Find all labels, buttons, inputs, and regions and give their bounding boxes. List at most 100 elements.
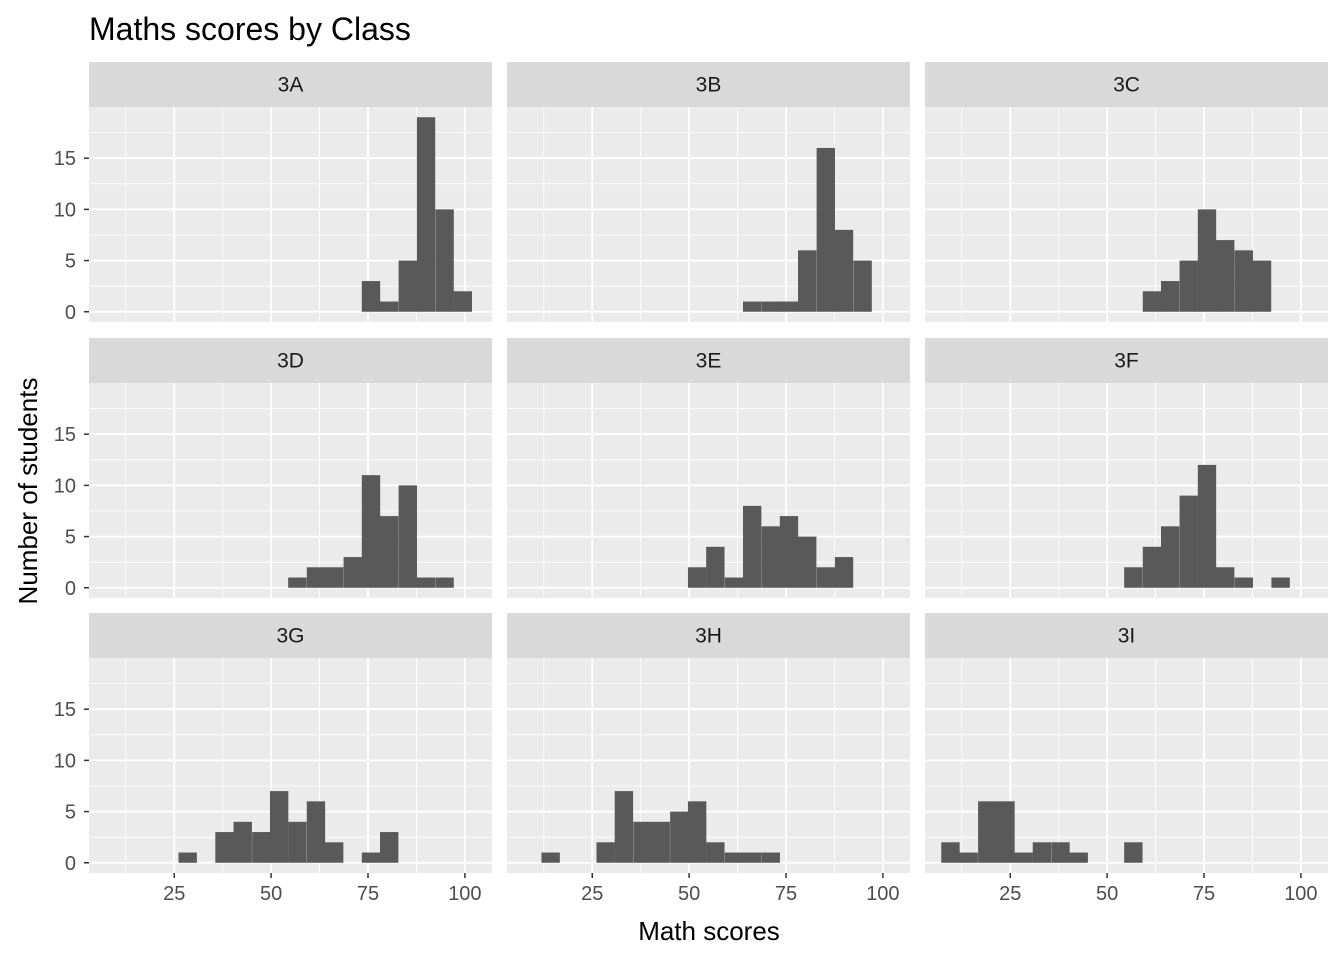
histogram-bar: [380, 516, 399, 588]
histogram-bar: [670, 811, 689, 863]
panel-background: [89, 383, 492, 598]
y-tick-label: 10: [54, 199, 76, 221]
histogram-bar: [724, 852, 744, 863]
histogram-bar: [453, 291, 473, 312]
histogram-bar: [1216, 567, 1235, 588]
x-tick-label: 25: [163, 883, 185, 905]
facet-strip-label: 3I: [1118, 625, 1136, 648]
x-tick-label: 50: [260, 883, 282, 905]
histogram-bar: [1014, 852, 1033, 863]
histogram-bar: [596, 842, 615, 863]
histogram-bar: [1142, 291, 1162, 312]
histogram-bar: [306, 567, 326, 588]
facet-panel-3c: 3C: [925, 62, 1328, 322]
histogram-bar: [1179, 495, 1198, 588]
histogram-bar: [1160, 281, 1180, 312]
y-tick-label: 0: [65, 853, 76, 875]
histogram-bar: [178, 852, 197, 863]
histogram-bar: [959, 852, 978, 863]
y-tick-label: 10: [54, 475, 76, 497]
y-tick-label: 5: [65, 527, 76, 549]
histogram-bar: [742, 505, 762, 588]
histogram-bar: [941, 842, 960, 863]
y-tick-label: 15: [54, 424, 76, 446]
histogram-bar: [324, 842, 344, 863]
x-tick-label: 75: [357, 883, 379, 905]
histogram-bar: [1179, 260, 1198, 312]
histogram-bar: [398, 485, 417, 588]
histogram-bar: [742, 301, 762, 312]
histogram-bar: [687, 801, 707, 863]
histogram-bar: [215, 832, 234, 863]
histogram-bar: [288, 577, 307, 588]
facet-panel-3f: 3F: [925, 338, 1328, 598]
histogram-bar: [324, 567, 344, 588]
histogram-bar: [761, 301, 780, 312]
histogram-bar: [633, 821, 652, 863]
y-tick-label: 10: [54, 750, 76, 772]
y-tick-label: 5: [65, 802, 76, 824]
histogram-bar: [252, 832, 271, 863]
facet-strip-label: 3F: [1114, 350, 1139, 373]
histogram-bar: [233, 821, 252, 863]
histogram-bar: [687, 567, 707, 588]
x-tick-label: 100: [1284, 883, 1317, 905]
histogram-bar: [1197, 209, 1217, 312]
histogram-bar: [614, 791, 634, 863]
histogram-bar: [269, 791, 289, 863]
facet-strip: [89, 338, 492, 383]
histogram-bar: [435, 209, 454, 312]
histogram-bar: [1197, 464, 1217, 588]
histogram-bar: [288, 821, 307, 863]
histogram-bar: [706, 546, 725, 588]
facet-strip: [89, 62, 492, 107]
y-tick-label: 15: [54, 148, 76, 170]
histogram-bar: [435, 577, 454, 588]
facet-strip: [507, 338, 910, 383]
x-tick-label: 50: [678, 883, 700, 905]
histogram-bar: [798, 536, 817, 588]
histogram-bar: [416, 117, 436, 312]
histogram-bar: [361, 852, 381, 863]
histogram-bar: [1142, 546, 1162, 588]
facet-strip: [925, 613, 1328, 658]
histogram-bar: [380, 301, 399, 312]
histogram-bar: [1032, 842, 1052, 863]
histogram-bar: [761, 852, 780, 863]
histogram-bar: [343, 557, 362, 588]
facet-panel-3d: 3D 0 5 10 15: [54, 338, 492, 600]
facet-strip-label: 3G: [276, 625, 304, 648]
histogram-bar: [761, 526, 780, 588]
histogram-bar: [779, 301, 799, 312]
facet-strip: [507, 613, 910, 658]
facet-strip: [925, 338, 1328, 383]
facet-panel-3i: 3I 25 50 75 100: [925, 613, 1328, 905]
histogram-bar: [416, 577, 436, 588]
y-tick-label: 0: [65, 302, 76, 324]
x-tick-label: 100: [448, 883, 481, 905]
facet-strip: [507, 62, 910, 107]
facet-panel-3b: 3B: [507, 62, 910, 322]
histogram-bar: [1160, 526, 1180, 588]
histogram-bar: [541, 852, 560, 863]
y-tick-label: 15: [54, 699, 76, 721]
facet-strip: [925, 62, 1328, 107]
histogram-bar: [306, 801, 326, 863]
panel-background: [925, 383, 1328, 598]
y-tick-label: 0: [65, 578, 76, 600]
histogram-bar: [834, 557, 854, 588]
histogram-bar: [834, 229, 854, 312]
histogram-bar: [1069, 852, 1088, 863]
x-tick-label: 75: [775, 883, 797, 905]
facet-panel-3e: 3E: [507, 338, 910, 598]
histogram-bar: [779, 516, 799, 588]
histogram-bar: [361, 281, 381, 312]
histogram-bar: [361, 475, 381, 588]
x-tick-label: 50: [1096, 883, 1118, 905]
y-axis-title: Number of students: [13, 378, 43, 605]
facet-strip-label: 3D: [277, 350, 304, 373]
facet-strip-label: 3A: [278, 74, 304, 97]
x-tick-label: 25: [581, 883, 603, 905]
histogram-bar: [816, 567, 835, 588]
